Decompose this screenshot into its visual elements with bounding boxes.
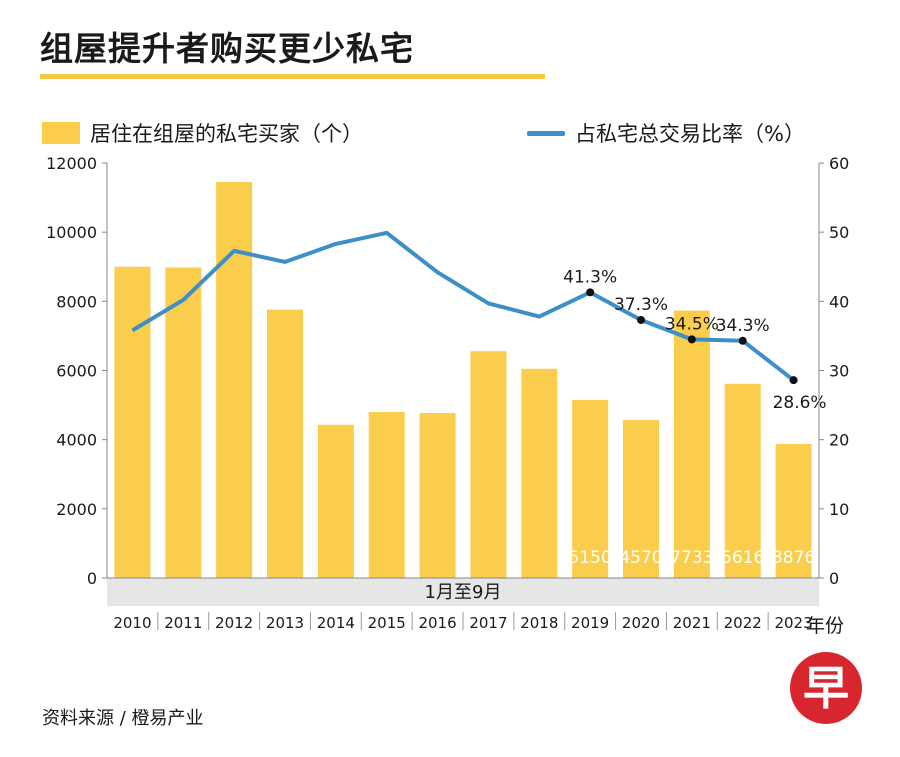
x-axis-tick-label: 2018	[520, 614, 558, 632]
source-note: 资料来源 / 橙易产业	[42, 708, 204, 729]
left-axis-tick-label: 0	[87, 569, 97, 588]
note-band	[107, 578, 819, 606]
right-axis-tick-label: 30	[829, 362, 849, 381]
x-axis-tick-label: 2021	[673, 614, 711, 632]
bar	[267, 309, 303, 578]
series-line	[131, 230, 795, 382]
line-point	[637, 316, 645, 325]
x-axis-tick-label: 2023	[774, 614, 812, 632]
legend-line-swatch	[527, 130, 565, 136]
bar	[572, 399, 609, 578]
bar-value-label: 5616	[721, 548, 764, 568]
bar	[114, 266, 151, 578]
bar	[673, 310, 710, 578]
left-axis-tick-label: 10000	[46, 223, 97, 242]
left-axis-tick-label: 12000	[46, 154, 97, 173]
line-value-label: 28.6%	[773, 393, 827, 413]
x-axis-tick-label: 2019	[571, 614, 609, 632]
legend-line-item: 占私宅总交易比率（%）	[527, 118, 805, 148]
line-value-label: 41.3%	[563, 267, 617, 287]
plot-area	[107, 163, 819, 578]
line-point	[586, 288, 595, 297]
right-axis-tick-label: 60	[829, 154, 849, 173]
bar	[216, 182, 253, 579]
line-value-label: 37.3%	[614, 295, 668, 315]
bar	[368, 412, 405, 578]
right-axis-tick-label: 50	[829, 223, 849, 242]
bar	[724, 383, 761, 578]
x-axis-tick-label: 2017	[469, 614, 507, 632]
x-axis-tick-label: 2022	[724, 614, 762, 632]
right-axis-tick-label: 20	[829, 431, 849, 450]
line-point	[687, 335, 696, 344]
bar	[317, 424, 354, 578]
line-value-label: 34.5%	[665, 314, 719, 334]
line-point	[789, 376, 798, 385]
line-value-label: 34.3%	[716, 316, 770, 336]
title-underline	[40, 74, 545, 79]
chart-title: 组屋提升者购买更少私宅	[40, 29, 414, 68]
legend-line-label: 占私宅总交易比率（%）	[575, 122, 805, 146]
bar-value-label: 4570	[619, 548, 662, 568]
left-axis-tick-label: 4000	[56, 431, 97, 450]
x-axis-unit: 年份	[806, 615, 845, 637]
right-axis-tick-label: 10	[829, 500, 849, 519]
x-axis-tick-label: 2014	[317, 614, 355, 632]
x-axis-tick-label: 2011	[164, 614, 202, 632]
x-axis-tick-label: 2020	[622, 614, 660, 632]
x-axis-tick-label: 2013	[266, 614, 304, 632]
legend-bar-label: 居住在组屋的私宅买家（个）	[90, 122, 363, 146]
x-axis-tick-label: 2010	[113, 614, 151, 632]
bar	[470, 351, 507, 578]
bar-value-label: 7733	[670, 548, 713, 568]
bar-value-label: 5150	[569, 548, 612, 568]
x-axis-tick-label: 2016	[418, 614, 456, 632]
right-axis-tick-label: 0	[829, 569, 839, 588]
bar	[521, 368, 558, 578]
line-point	[738, 336, 747, 345]
bar	[165, 267, 202, 578]
bar-value-label: 3876	[772, 548, 815, 568]
bar	[419, 413, 456, 578]
left-axis-tick-label: 2000	[56, 500, 97, 519]
note-band-label: 1月至9月	[425, 582, 502, 603]
bar	[775, 443, 812, 578]
bar	[623, 419, 659, 578]
x-axis-tick-label: 2012	[215, 614, 253, 632]
publisher-logo: 早	[790, 652, 862, 724]
left-axis-tick-label: 8000	[56, 292, 97, 311]
left-axis-tick-label: 6000	[56, 362, 97, 381]
legend-bar-item: 居住在组屋的私宅买家（个）	[42, 118, 363, 148]
x-axis-tick-label: 2015	[368, 614, 406, 632]
legend-bar-swatch	[42, 122, 80, 144]
right-axis-tick-label: 40	[829, 292, 849, 311]
